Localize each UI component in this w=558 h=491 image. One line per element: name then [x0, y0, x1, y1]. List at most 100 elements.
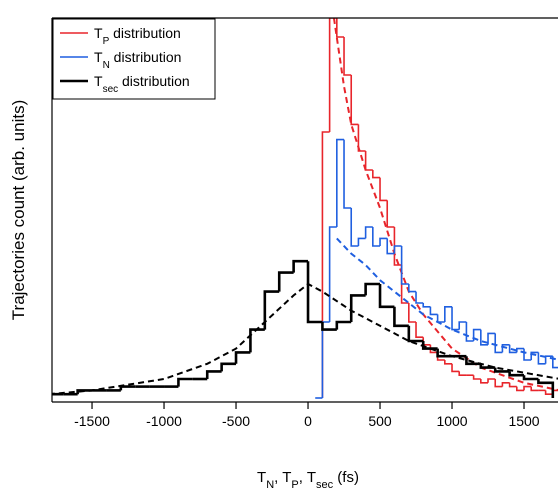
plot-area: [52, 18, 558, 399]
histogram-step: [501, 382, 510, 387]
legend-label: TP distribution: [94, 25, 181, 47]
histogram-step: [357, 124, 366, 152]
histogram-step: [422, 303, 431, 308]
histogram-step: [393, 245, 402, 254]
histogram-step: [372, 227, 381, 247]
histogram-step: [436, 348, 453, 358]
text-part: T: [94, 49, 103, 65]
histogram-step: [52, 392, 64, 396]
histogram-step: [386, 238, 395, 255]
x-tick-label: -1000: [146, 413, 182, 429]
histogram-step: [516, 347, 525, 353]
histogram-step: [349, 294, 366, 322]
text-part: (fs): [333, 469, 359, 486]
histogram-step: [465, 356, 481, 366]
text-part: T: [257, 469, 266, 486]
y-axis-label: Trajectories count (arb. units): [9, 100, 28, 320]
histogram-step: [408, 284, 417, 293]
histogram-step: [451, 363, 460, 373]
histogram-step: [336, 138, 345, 227]
fit-curve: [336, 237, 558, 361]
histogram-step: [465, 322, 474, 342]
histogram-step: [444, 360, 453, 365]
histogram-step: [364, 226, 373, 239]
text-part: distribution: [118, 73, 190, 89]
histogram-step: [263, 290, 280, 330]
histogram-step: [523, 348, 532, 361]
histogram-step: [494, 333, 503, 354]
histogram-step: [393, 227, 402, 266]
legend-label: Tsec distribution: [94, 73, 190, 95]
histogram-step: [306, 261, 323, 324]
histogram-step: [336, 18, 345, 38]
histogram-step: [350, 75, 359, 126]
histogram-step: [508, 382, 517, 388]
histogram-step: [393, 306, 409, 328]
histogram-step: [544, 390, 553, 395]
subscript: sec: [103, 84, 119, 95]
subscript: P: [103, 36, 110, 47]
histogram-step: [364, 282, 381, 296]
histogram-step: [292, 259, 309, 273]
histogram-step: [328, 18, 337, 132]
histogram-step: [451, 306, 460, 331]
histogram-step: [508, 371, 525, 377]
histogram-step: [277, 271, 294, 292]
text-part: , T: [299, 469, 316, 486]
histogram-step: [479, 363, 496, 369]
histogram-step: [321, 322, 337, 331]
histogram-step: [523, 385, 532, 391]
fit-curve: [332, 18, 558, 391]
fit-curve: [52, 282, 558, 395]
text-part: distribution: [110, 49, 182, 65]
histogram-step: [494, 379, 503, 388]
histogram-step: [386, 200, 395, 228]
text-part: , T: [274, 469, 291, 486]
histogram-step: [177, 377, 193, 387]
histogram-step: [415, 322, 424, 338]
histogram-step: [508, 344, 517, 354]
histogram-step: [487, 378, 496, 383]
histogram-step: [407, 325, 424, 343]
histogram-step: [249, 328, 265, 353]
histogram-step: [343, 139, 352, 209]
histogram-step: [335, 320, 352, 330]
x-axis-label: TN, TP, Tsec (fs): [257, 469, 359, 491]
subscript: N: [103, 60, 110, 71]
histogram-step: [436, 314, 445, 323]
x-tick-label: 1500: [508, 413, 539, 429]
histogram-step: [530, 386, 539, 392]
histogram-step: [530, 351, 539, 360]
histogram-step: [119, 385, 136, 391]
histogram-step: [205, 370, 222, 379]
histogram-step: [408, 303, 417, 323]
x-tick-label: -500: [222, 413, 250, 429]
histogram-step: [522, 375, 539, 381]
x-tick-label: 1000: [436, 413, 467, 429]
x-tick-label: 0: [304, 413, 312, 429]
histogram-step: [501, 344, 510, 353]
subscript: sec: [316, 479, 334, 491]
histogram-step: [378, 284, 395, 309]
histogram-step: [458, 371, 467, 376]
histogram-step: [350, 208, 359, 247]
histogram-step: [537, 352, 546, 365]
histogram-step: [458, 321, 467, 330]
histogram-step: [234, 351, 251, 364]
text-part: T: [94, 73, 103, 89]
histogram-step: [552, 356, 558, 369]
histogram-step: [372, 170, 381, 179]
histogram-step: [357, 237, 366, 246]
x-tick-label: 500: [368, 413, 392, 429]
histogram-step: [537, 379, 555, 398]
histogram-step: [321, 321, 330, 398]
histogram-step: [493, 367, 510, 373]
histogram-step: [76, 389, 93, 395]
histogram-step: [343, 37, 352, 76]
histogram-step: [415, 291, 424, 304]
histogram-step: [379, 177, 388, 202]
text-part: distribution: [109, 25, 181, 41]
histogram-step: [487, 332, 496, 345]
histogram-step: [379, 237, 388, 246]
